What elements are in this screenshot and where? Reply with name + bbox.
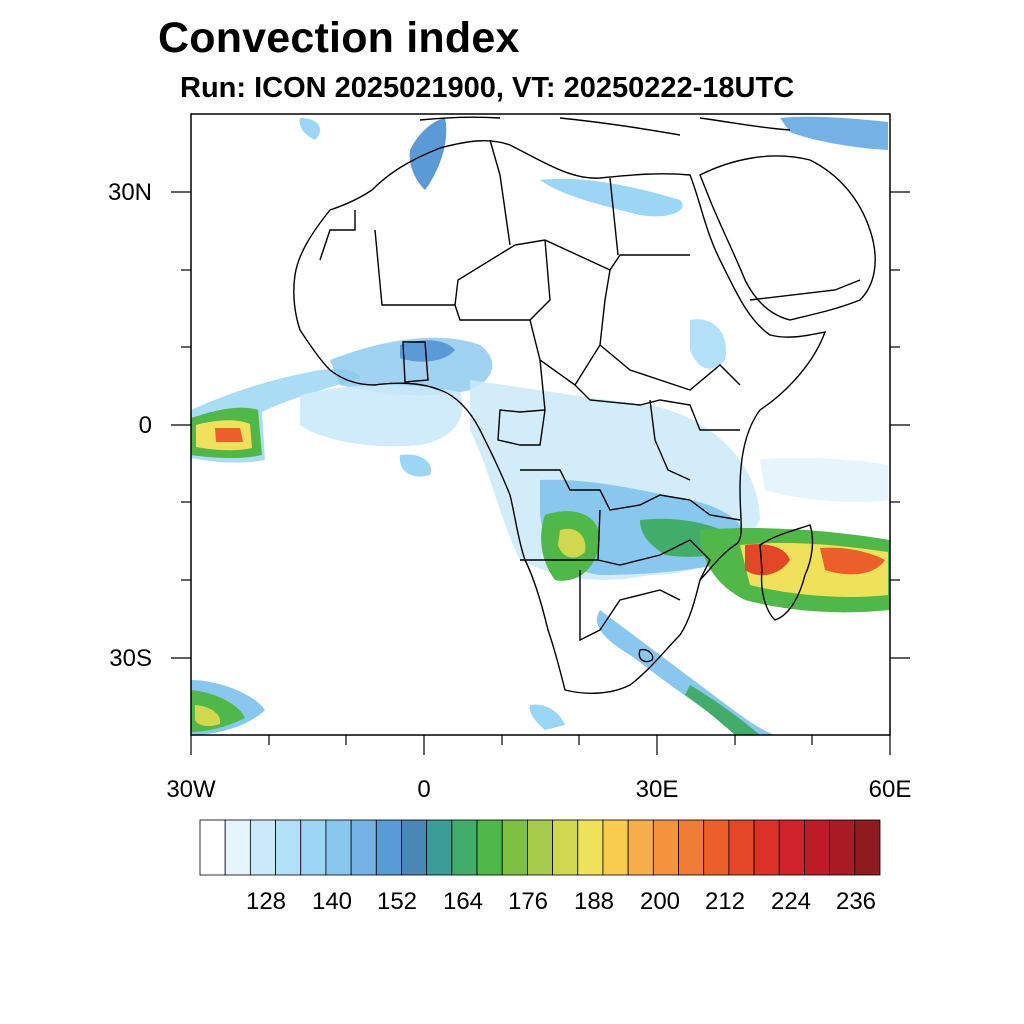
colorbar-box xyxy=(325,819,352,876)
colorbar-label-164: 164 xyxy=(442,888,484,915)
lat-label-30s: 30S xyxy=(109,645,152,672)
field-north-streak2 xyxy=(540,178,683,217)
field-southern-core xyxy=(685,685,760,735)
convection-field xyxy=(191,116,890,735)
field-east xyxy=(760,457,888,502)
colorbar-box xyxy=(249,819,276,876)
lon-label-30w: 30W xyxy=(166,776,216,803)
colorbar-box xyxy=(451,819,478,876)
colorbar-label-140: 140 xyxy=(311,888,353,915)
colorbar-box xyxy=(401,819,428,876)
lat-label-0: 0 xyxy=(138,412,152,439)
border-14 xyxy=(597,539,711,581)
border-2 xyxy=(374,229,546,306)
colorbar-box xyxy=(275,819,302,876)
colorbar-box xyxy=(854,819,881,876)
field-north-streak1 xyxy=(409,118,447,190)
lon-label-0: 0 xyxy=(417,776,431,803)
colorbar-box xyxy=(652,819,679,876)
colorbar-label-188: 188 xyxy=(573,888,615,915)
lon-label-30e: 30E xyxy=(635,776,679,803)
field-madagascar-red2 xyxy=(820,547,885,575)
lat-label-30n: 30N xyxy=(107,179,152,206)
colorbar-label-176: 176 xyxy=(507,888,549,915)
border-5 xyxy=(609,177,619,256)
field-southern-band xyxy=(596,610,775,735)
colorbar-label-236: 236 xyxy=(835,888,877,915)
border-4 xyxy=(544,239,690,271)
field-westafrica-core xyxy=(400,340,455,362)
colorbar-label-152: 152 xyxy=(376,888,418,915)
border-11 xyxy=(574,384,740,431)
colorbar-box xyxy=(703,819,730,876)
colorbar-box xyxy=(627,819,654,876)
border-9 xyxy=(402,341,429,383)
field-southatlantic-hot xyxy=(195,705,221,727)
colorbar-box xyxy=(577,819,604,876)
colorbar-label-224: 224 xyxy=(770,888,812,915)
colorbar xyxy=(199,819,881,876)
colorbar-box xyxy=(476,819,503,876)
border-17 xyxy=(649,399,691,481)
plot-subtitle: Run: ICON 2025021900, VT: 20250222-18UTC xyxy=(180,72,795,104)
colorbar-box xyxy=(804,819,831,876)
madagascar-coastline xyxy=(759,524,814,621)
field-angola-hot xyxy=(558,528,586,558)
coastlines-borders xyxy=(293,116,876,694)
border-7 xyxy=(599,344,741,391)
field-atlantic-blob xyxy=(399,454,431,477)
europe-coastline xyxy=(419,116,791,136)
arabia-coastline xyxy=(699,155,876,321)
colorbar-box xyxy=(753,819,780,876)
africa-coastline xyxy=(293,140,827,694)
colorbar-box xyxy=(426,819,453,876)
colorbar-box xyxy=(224,819,251,876)
field-atlantic-red xyxy=(215,428,243,442)
colorbar-label-200: 200 xyxy=(639,888,681,915)
colorbar-label-128: 128 xyxy=(245,888,287,915)
plot-frame xyxy=(171,113,910,755)
border-8 xyxy=(454,304,530,321)
border-18 xyxy=(749,279,861,301)
field-north-streak4 xyxy=(299,118,320,140)
field-madagascar-red xyxy=(745,544,790,576)
border-1 xyxy=(319,210,356,261)
field-north-streak3 xyxy=(780,116,888,150)
colorbar-box xyxy=(778,819,805,876)
colorbar-box xyxy=(350,819,377,876)
border-12 xyxy=(520,469,741,521)
colorbar-box xyxy=(678,819,705,876)
field-southern-blob xyxy=(529,704,565,730)
lon-label-60e: 60E xyxy=(868,776,912,803)
colorbar-box xyxy=(375,819,402,876)
colorbar-box xyxy=(829,819,856,876)
colorbar-box xyxy=(602,819,629,876)
colorbar-box xyxy=(527,819,553,876)
colorbar-box xyxy=(501,819,528,876)
border-15 xyxy=(579,570,681,642)
border-6 xyxy=(529,239,611,387)
field-horn xyxy=(690,319,726,369)
field-atlantic-scatter xyxy=(300,384,463,447)
colorbar-label-212: 212 xyxy=(704,888,746,915)
colorbar-box xyxy=(728,819,755,876)
plot-title: Convection index xyxy=(158,14,520,62)
colorbar-box xyxy=(199,819,226,876)
border-3 xyxy=(489,139,511,246)
border-10 xyxy=(497,359,546,446)
colorbar-box xyxy=(552,819,579,876)
colorbar-box xyxy=(300,819,327,876)
border-16 xyxy=(638,648,654,663)
